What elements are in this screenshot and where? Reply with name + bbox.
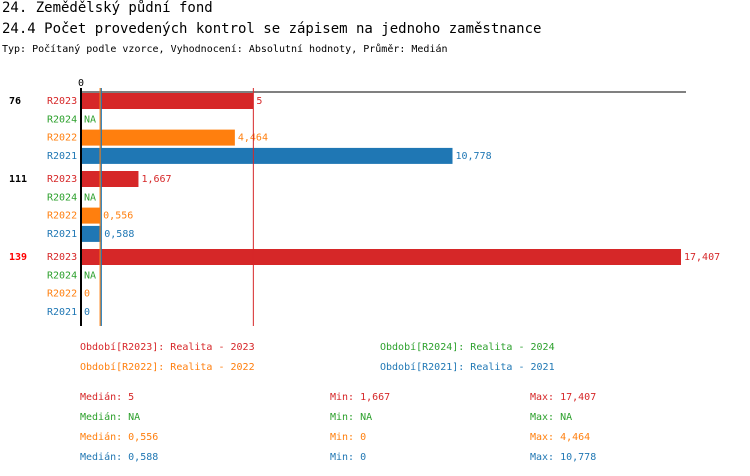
- data-label: 1,667: [141, 174, 171, 185]
- stat-median-R2023: Medián: 5: [80, 392, 135, 403]
- chart-title: 24.4 Počet provedených kontrol se zápise…: [2, 21, 542, 37]
- group-label: 111: [9, 174, 27, 185]
- group-label: 139: [9, 252, 27, 263]
- stat-max-R2023: Max: 17,407: [530, 392, 597, 403]
- series-label: R2021: [47, 307, 77, 318]
- bar-R2022: [81, 129, 235, 146]
- page-title: 24. Zemědělský půdní fond: [2, 0, 213, 16]
- legend-item-R2023: Období[R2023]: Realita - 2023: [80, 342, 255, 353]
- series-label: R2021: [47, 229, 77, 240]
- bar-R2023: [81, 249, 681, 265]
- data-label: 0,556: [103, 211, 133, 222]
- stat-min-R2023: Min: 1,667: [330, 392, 391, 403]
- series-label: R2022: [47, 211, 77, 222]
- stat-median-R2021: Medián: 0,588: [80, 452, 159, 463]
- stat-median-R2022: Medián: 0,556: [80, 432, 159, 443]
- data-label: 0: [84, 289, 90, 300]
- data-label: 0,588: [104, 229, 134, 240]
- bar-R2021: [81, 225, 102, 242]
- stat-max-R2021: Max: 10,778: [530, 452, 597, 463]
- data-label: NA: [84, 114, 96, 125]
- x-tick-label: 0: [78, 78, 84, 89]
- stat-max-R2022: Max: 4,464: [530, 432, 591, 443]
- series-label: R2023: [47, 252, 77, 263]
- bar-R2021: [81, 147, 453, 164]
- stat-min-R2021: Min: 0: [330, 452, 367, 463]
- group-label: 76: [9, 96, 21, 107]
- data-label: NA: [84, 270, 96, 281]
- series-label: R2024: [47, 270, 77, 281]
- legend-item-R2022: Období[R2022]: Realita - 2022: [80, 362, 255, 373]
- chart-info: Typ: Počítaný podle vzorce, Vyhodnocení:…: [2, 44, 448, 55]
- legend-item-R2021: Období[R2021]: Realita - 2021: [380, 362, 555, 373]
- stat-median-R2024: Medián: NA: [80, 412, 141, 423]
- data-label: NA: [84, 192, 96, 203]
- bar-R2023: [81, 171, 139, 187]
- legend-item-R2024: Období[R2024]: Realita - 2024: [380, 342, 555, 353]
- series-label: R2024: [47, 114, 77, 125]
- stat-max-R2024: Max: NA: [530, 412, 573, 423]
- stat-min-R2024: Min: NA: [330, 412, 373, 423]
- series-label: R2022: [47, 289, 77, 300]
- bar-R2023: [81, 93, 254, 109]
- data-label: 17,407: [684, 252, 720, 263]
- series-label: R2024: [47, 192, 77, 203]
- data-label: 5: [256, 96, 262, 107]
- data-label: 10,778: [456, 151, 492, 162]
- series-label: R2021: [47, 151, 77, 162]
- stat-min-R2022: Min: 0: [330, 432, 367, 443]
- bar-R2022: [81, 207, 101, 224]
- data-label: 0: [84, 307, 90, 318]
- series-label: R2023: [47, 96, 77, 107]
- series-label: R2023: [47, 174, 77, 185]
- series-label: R2022: [47, 133, 77, 144]
